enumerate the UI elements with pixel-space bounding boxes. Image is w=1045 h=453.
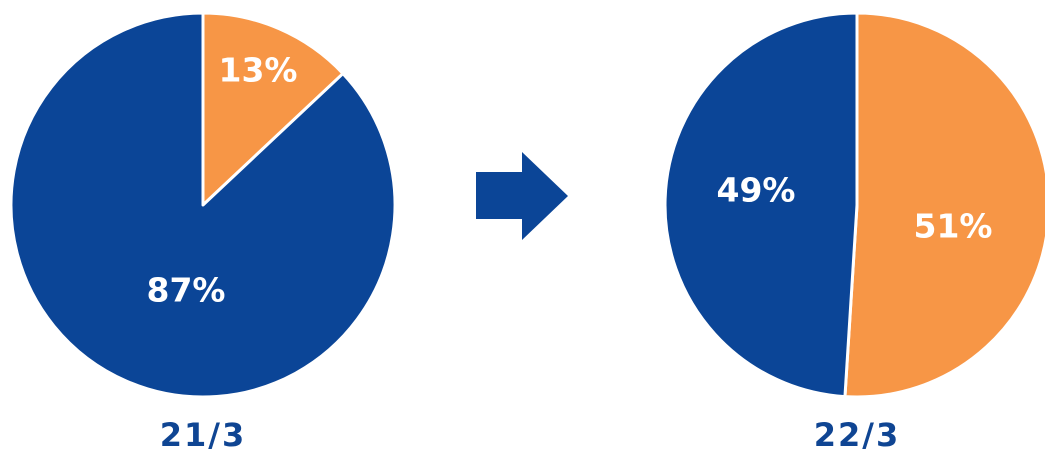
right-arrow-shape xyxy=(476,152,568,240)
right-arrow-icon xyxy=(476,152,568,240)
pie-slice xyxy=(9,11,397,399)
slice-label: 87% xyxy=(147,271,226,310)
pie-chart-22-3: 51% 49% 22/3 xyxy=(663,11,1045,453)
slice-label: 49% xyxy=(717,171,796,210)
pie-slice xyxy=(843,11,1045,399)
pie-caption: 21/3 xyxy=(160,416,246,453)
pie-caption: 22/3 xyxy=(814,416,900,453)
pie-chart-21-3: 13% 87% 21/3 xyxy=(9,11,397,453)
slice-label: 13% xyxy=(219,51,298,90)
slice-label: 51% xyxy=(914,207,993,246)
pie-slice xyxy=(201,11,345,207)
pie-slice xyxy=(663,11,859,399)
